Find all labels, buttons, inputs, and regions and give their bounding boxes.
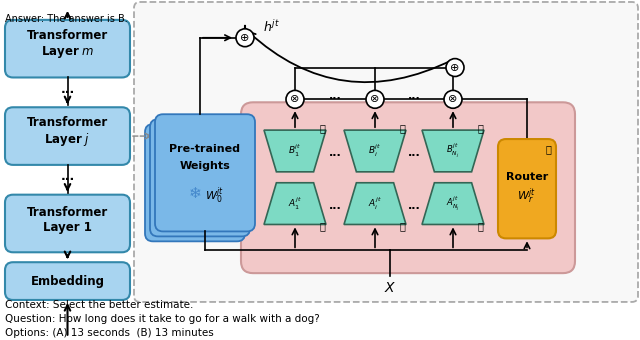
FancyBboxPatch shape [155,114,255,232]
Polygon shape [344,130,406,172]
FancyBboxPatch shape [134,2,638,302]
Text: ···: ··· [408,151,420,161]
Polygon shape [264,183,326,224]
Text: ⊗: ⊗ [371,94,380,104]
Text: Transformer
Layer $j$: Transformer Layer $j$ [27,116,108,148]
Text: 🔥: 🔥 [477,221,483,232]
Polygon shape [264,130,326,172]
Text: ···: ··· [328,204,341,214]
Text: $B_{N_j}^{jt}$: $B_{N_j}^{jt}$ [446,142,460,160]
Text: Transformer
Layer 1: Transformer Layer 1 [27,205,108,234]
Text: $X$: $X$ [384,281,396,295]
FancyBboxPatch shape [5,262,130,300]
FancyBboxPatch shape [5,195,130,252]
FancyBboxPatch shape [150,119,250,236]
Text: 🔥: 🔥 [399,221,405,232]
Text: $B_i^{jt}$: $B_i^{jt}$ [369,143,381,159]
Text: 🔥: 🔥 [319,221,325,232]
Text: Question: How long does it take to go for a walk with a dog?: Question: How long does it take to go fo… [5,314,320,324]
Text: Embedding: Embedding [31,275,104,288]
Text: ⊕: ⊕ [451,63,460,72]
Text: Weights: Weights [180,161,230,171]
Text: $A_1^{jt}$: $A_1^{jt}$ [288,195,302,212]
Text: 🔥: 🔥 [545,144,551,154]
Text: Context: Select the better estimate.: Context: Select the better estimate. [5,300,193,310]
Text: $B_1^{jt}$: $B_1^{jt}$ [289,143,301,159]
Text: Transformer
Layer $m$: Transformer Layer $m$ [27,29,108,60]
Text: 🔥: 🔥 [319,123,325,133]
Text: ⊗: ⊗ [448,94,458,104]
FancyBboxPatch shape [241,102,575,273]
Text: ⊕: ⊕ [240,33,250,43]
FancyBboxPatch shape [5,20,130,78]
Text: 🔥: 🔥 [399,123,405,133]
Text: ···: ··· [408,94,420,104]
Circle shape [366,90,384,108]
Circle shape [444,90,462,108]
FancyArrowPatch shape [248,32,452,82]
Text: ❄: ❄ [189,186,202,201]
FancyBboxPatch shape [5,107,130,165]
Circle shape [446,58,464,76]
Text: Answer: The answer is B.: Answer: The answer is B. [5,14,128,24]
Text: $A_i^{jt}$: $A_i^{jt}$ [368,195,382,212]
FancyBboxPatch shape [145,124,245,241]
Text: $W_0^{jt}$: $W_0^{jt}$ [205,185,225,206]
Text: $A_{N_j}^{jt}$: $A_{N_j}^{jt}$ [446,194,460,213]
Text: ···: ··· [60,173,75,186]
Polygon shape [344,183,406,224]
Text: $h^{jt}$: $h^{jt}$ [263,19,280,35]
Text: ···: ··· [328,151,341,161]
Polygon shape [422,183,484,224]
Circle shape [286,90,304,108]
Text: ⊗: ⊗ [291,94,300,104]
Text: Router: Router [506,172,548,182]
Text: ···: ··· [60,86,75,99]
FancyBboxPatch shape [498,139,556,238]
Circle shape [236,29,254,47]
Text: $W_r^{jt}$: $W_r^{jt}$ [517,187,536,207]
Text: Options: (A) 13 seconds  (B) 13 minutes: Options: (A) 13 seconds (B) 13 minutes [5,328,214,338]
Text: 🔥: 🔥 [477,123,483,133]
Polygon shape [422,130,484,172]
Text: Pre-trained: Pre-trained [170,144,241,154]
Text: ···: ··· [408,204,420,214]
Text: ···: ··· [328,94,341,104]
